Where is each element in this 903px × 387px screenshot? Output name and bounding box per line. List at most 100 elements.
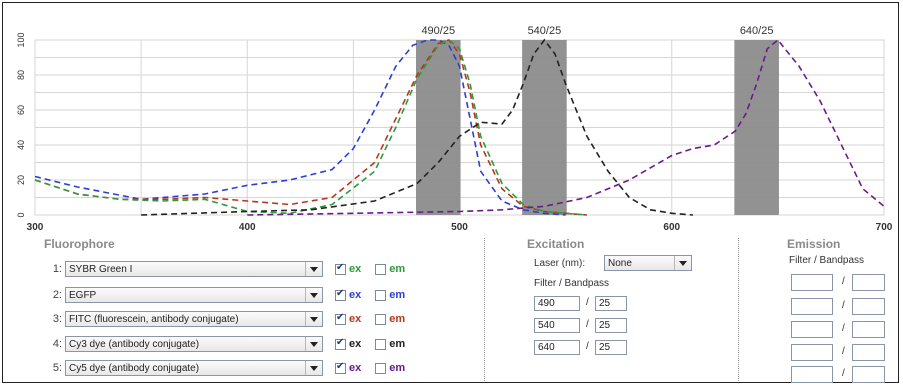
em-checkbox[interactable] [375,313,387,325]
emission-bandpass-input[interactable] [852,321,885,338]
fluorophore-select[interactable]: FITC (fluorescein, antibody conjugate) [65,311,323,327]
ex-label: ex [349,289,362,301]
fluorophore-row: 4: Cy3 dye (antibody conjugate) ex em [38,335,405,353]
fluorophore-select-value: SYBR Green I [69,263,133,275]
x-tick-label: 500 [451,222,468,233]
em-label: em [389,338,406,350]
em-checkbox[interactable] [375,362,387,374]
emission-filter-input[interactable] [791,344,833,361]
spectrum-curve-0 [34,39,566,216]
fluorophore-select[interactable]: SYBR Green I [65,261,323,277]
laser-select[interactable]: None [604,255,692,271]
emission-bandpass-input[interactable] [852,298,885,315]
fluorophore-row: 2: EGFP ex em [38,286,405,304]
emission-bandpass-input[interactable] [852,274,885,291]
row-number: 2: [52,289,62,301]
fluorophore-select-value: Cy5 dye (antibody conjugate) [69,362,200,374]
em-label: em [389,263,406,275]
filter-band-1 [522,40,567,215]
filter-band-0 [415,40,461,215]
x-tick-label: 300 [27,222,44,233]
excitation-bandpass-input[interactable]: 25 [595,318,627,333]
slash-separator: / [586,297,589,308]
y-tick-label: 100 [16,32,26,47]
slash-separator: / [842,323,845,334]
fluorophore-select-value: Cy3 dye (antibody conjugate) [69,338,200,350]
ex-checkbox[interactable] [335,262,346,275]
slash-separator: / [586,319,589,330]
filter-band-label: 540/25 [528,25,562,37]
fluorophore-select[interactable]: EGFP [65,287,323,303]
excitation-bandpass-input[interactable]: 25 [595,296,627,311]
spectra-chart: 490/25 540/25 640/25 300 400 500 600 700 0 20 40 6… [16,25,893,233]
ex-label: ex [349,362,362,374]
excitation-filter-input[interactable]: 490 [534,296,580,311]
window-frame [2,2,899,383]
ex-checkbox[interactable] [335,361,346,374]
em-label: em [389,313,406,325]
emission-bandpass-input[interactable] [852,344,885,361]
fluorophore-select-value: EGFP [69,289,97,301]
ex-label: ex [349,313,362,325]
row-number: 4: [52,338,62,350]
excitation-filter-label: Filter / Bandpass [534,278,610,289]
emission-filter-input[interactable] [791,321,833,338]
x-tick-label: 600 [663,222,680,233]
filter-band-label: 490/25 [421,25,455,37]
slash-separator: / [842,300,845,311]
emission-filter-input[interactable] [791,274,833,291]
fluorophore-title: Fluorophore [44,237,115,251]
fluorophore-row: 1: SYBR Green I ex em [38,260,405,278]
chevron-down-icon[interactable] [305,361,322,375]
slash-separator: / [842,276,845,287]
fluorophore-select[interactable]: Cy3 dye (antibody conjugate) [65,336,323,352]
laser-select-value: None [608,257,632,269]
x-tick-label: 400 [239,222,256,233]
slash-separator: / [842,346,845,357]
emission-bandpass-input[interactable] [852,366,885,383]
ex-label: ex [349,263,362,275]
fluorophore-select[interactable]: Cy5 dye (antibody conjugate) [65,360,323,376]
section-divider [484,238,485,381]
spectrum-curve-1 [34,39,587,216]
row-number: 1: [52,263,62,275]
y-tick-label: 80 [16,70,26,80]
fluorophore-row: 3: FITC (fluorescein, antibody conjugate)… [38,310,405,328]
ex-checkbox[interactable] [335,312,346,325]
filter-band-label: 640/25 [740,25,774,37]
chevron-down-icon[interactable] [305,288,322,302]
em-checkbox[interactable] [375,289,387,301]
y-tick-label: 60 [16,105,26,115]
excitation-filter-input[interactable]: 540 [534,318,580,333]
emission-filter-input[interactable] [791,366,833,383]
chevron-down-icon[interactable] [305,262,322,276]
spectrum-curve-4 [247,38,885,216]
spectra-curves [34,38,885,216]
laser-label: Laser (nm): [534,258,586,269]
y-tick-label: 0 [16,212,26,217]
ex-checkbox[interactable] [335,288,346,301]
slash-separator: / [586,341,589,352]
excitation-bandpass-input[interactable]: 25 [595,340,627,355]
em-label: em [389,289,406,301]
em-checkbox[interactable] [375,338,387,350]
slash-separator: / [842,368,845,379]
chevron-down-icon[interactable] [305,337,322,351]
emission-title: Emission [787,237,841,251]
chevron-down-icon[interactable] [305,312,322,326]
ex-checkbox[interactable] [335,337,346,350]
spectrum-curve-2 [34,39,587,216]
y-tick-label: 40 [16,140,26,150]
emission-filter-input[interactable] [791,298,833,315]
spectrum-curve-3 [141,38,694,216]
row-number: 3: [52,313,62,325]
chevron-down-icon[interactable] [674,256,691,270]
excitation-title: Excitation [527,237,585,251]
ex-label: ex [349,338,362,350]
row-number: 5: [52,362,62,374]
em-checkbox[interactable] [375,263,387,275]
excitation-filter-input[interactable]: 640 [534,340,580,355]
em-label: em [389,362,406,374]
axis-ticks: 300 400 500 600 700 0 20 40 60 80 100 [16,32,893,233]
fluorophore-row: 5: Cy5 dye (antibody conjugate) ex em [38,359,405,377]
